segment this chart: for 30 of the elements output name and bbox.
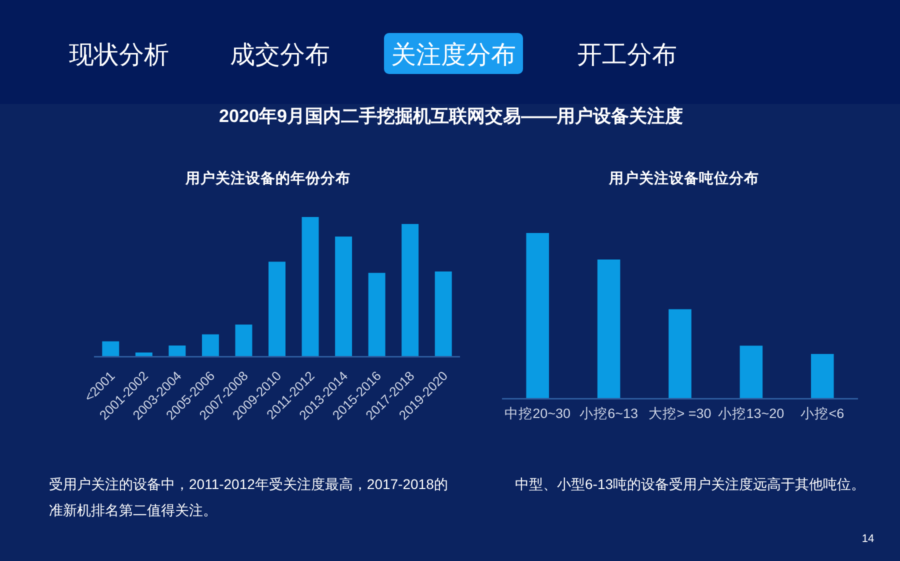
bar bbox=[434, 271, 452, 357]
bar bbox=[102, 341, 120, 357]
bar bbox=[811, 354, 834, 399]
text: 受用户关注的设备中，2011-2012年受关注度最高，2017-2018的准新机排名第二值得关注。 bbox=[49, 476, 448, 518]
category-label: 成交分布 bbox=[230, 41, 330, 69]
x-tick-label: 大挖> =30 bbox=[648, 406, 712, 422]
x-tick-label: 小挖<6 bbox=[800, 406, 844, 422]
bar bbox=[368, 272, 386, 357]
bar bbox=[597, 260, 620, 399]
bar bbox=[302, 217, 319, 357]
text: 14 bbox=[862, 533, 874, 545]
x-tick-label: 小挖6~13 bbox=[580, 406, 638, 422]
text: 中型、小型6-13吨的设备受用户关注度远高于其他吨位。 bbox=[515, 476, 866, 492]
bar bbox=[168, 346, 186, 357]
bar bbox=[526, 233, 549, 399]
category-label: 开工分布 bbox=[577, 41, 677, 69]
category-label: 现状分析 bbox=[69, 41, 169, 69]
chart-title: 用户关注设备的年份分布 bbox=[184, 169, 350, 187]
bar bbox=[235, 324, 252, 357]
bar bbox=[202, 334, 219, 357]
text: 2020年9月国内二手挖掘机互联网交易——用户设备关注度 bbox=[218, 106, 684, 126]
x-tick-label: 小挖13~20 bbox=[718, 406, 784, 422]
chart-title: 用户关注设备吨位分布 bbox=[608, 169, 759, 187]
bar bbox=[335, 236, 352, 357]
bar bbox=[268, 262, 286, 357]
bar bbox=[402, 224, 419, 357]
category-label: 关注度分布 bbox=[391, 41, 516, 69]
bar bbox=[668, 309, 692, 399]
bar bbox=[740, 346, 763, 399]
x-tick-label: 中挖20~30 bbox=[504, 406, 571, 422]
